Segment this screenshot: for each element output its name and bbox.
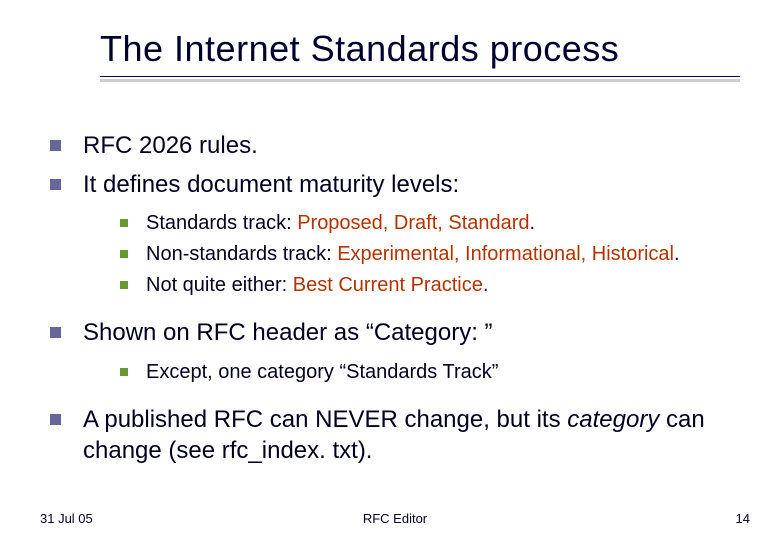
slide-body: RFC 2026 rules. It defines document matu… [50,130,740,474]
bullet-text: It defines document maturity levels: [83,169,459,200]
bullet-text: Except, one category “Standards Track” [146,359,498,386]
italic-text: category [567,406,659,433]
text-prefix: Except, one category “Standards Track” [146,361,498,383]
square-bullet-icon [50,140,61,151]
bullet-lvl2: Not quite either: Best Current Practice. [120,272,740,299]
highlight-text: Proposed, Draft, Standard [297,212,529,234]
square-bullet-icon [120,219,128,227]
text-suffix: . [483,274,489,296]
highlight-text: Best Current Practice [293,274,483,296]
sublist: Except, one category “Standards Track” [120,359,740,386]
bullet-text: Standards track: Proposed, Draft, Standa… [146,210,535,237]
footer-title: RFC Editor [40,511,750,526]
text-suffix: . [674,243,680,265]
square-bullet-icon [50,327,61,338]
slide-footer: 31 Jul 05 RFC Editor 14 [40,511,750,526]
highlight-text: Experimental, Informational, Historical [337,243,674,265]
bullet-lvl1: Shown on RFC header as “Category: ” [50,317,740,348]
bullet-text: Non-standards track: Experimental, Infor… [146,241,680,268]
slide-title: The Internet Standards process [100,28,740,77]
bullet-lvl1: It defines document maturity levels: [50,169,740,200]
text-prefix: Standards track: [146,212,297,234]
bullet-text: A published RFC can NEVER change, but it… [83,404,740,466]
bullet-lvl2: Except, one category “Standards Track” [120,359,740,386]
text-prefix: Non-standards track: [146,243,337,265]
square-bullet-icon [50,414,61,425]
title-underline-shadow [100,79,740,82]
bullet-text: Not quite either: Best Current Practice. [146,272,488,299]
square-bullet-icon [120,281,128,289]
text-prefix: Not quite either: [146,274,293,296]
bullet-text: RFC 2026 rules. [83,130,258,161]
bullet-lvl2: Non-standards track: Experimental, Infor… [120,241,740,268]
bullet-text: Shown on RFC header as “Category: ” [83,317,493,348]
square-bullet-icon [120,250,128,258]
sublist: Standards track: Proposed, Draft, Standa… [120,210,740,299]
bullet-lvl1: RFC 2026 rules. [50,130,740,161]
text-pre: A published RFC can NEVER change, but it… [83,406,567,433]
slide: The Internet Standards process RFC 2026 … [0,0,780,540]
bullet-lvl2: Standards track: Proposed, Draft, Standa… [120,210,740,237]
square-bullet-icon [50,179,61,190]
square-bullet-icon [120,368,128,376]
bullet-lvl1: A published RFC can NEVER change, but it… [50,404,740,466]
text-suffix: . [530,212,536,234]
